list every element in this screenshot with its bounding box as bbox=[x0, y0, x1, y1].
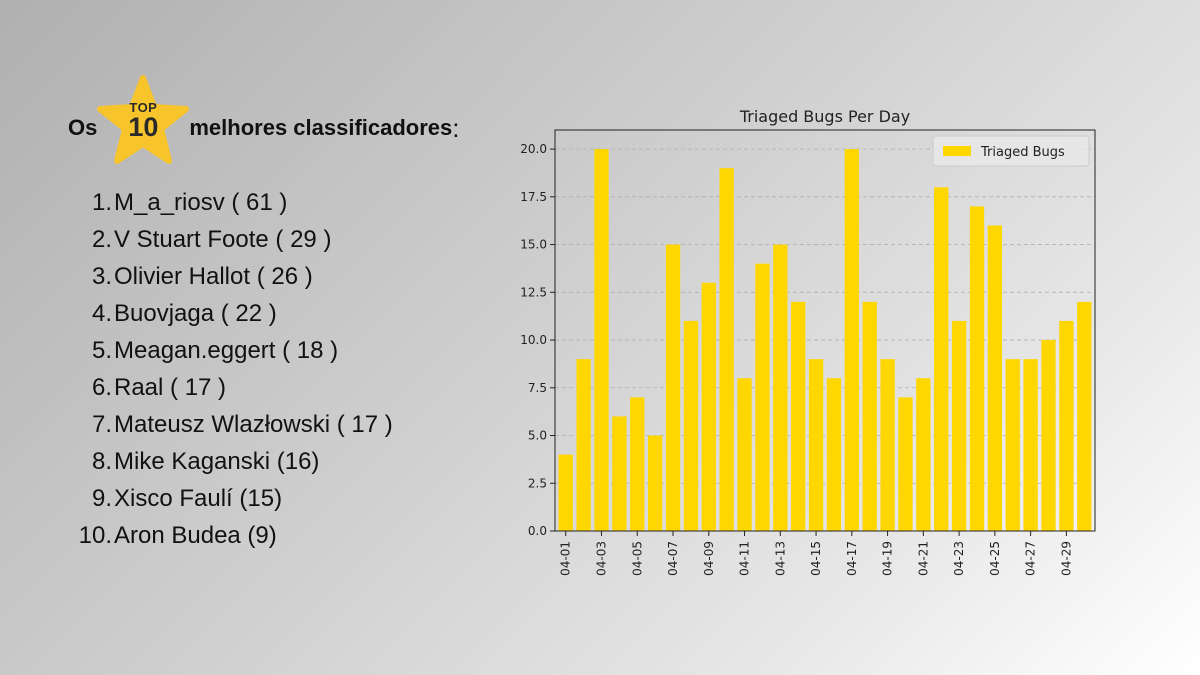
bar bbox=[683, 320, 699, 531]
y-tick-label: 17.5 bbox=[520, 190, 547, 204]
y-tick-label: 7.5 bbox=[528, 381, 547, 395]
bar bbox=[808, 359, 824, 531]
heading: Os TOP 10 melhores classificadores: bbox=[68, 75, 460, 164]
rank-number: 2. bbox=[91, 225, 112, 253]
bar bbox=[630, 397, 645, 531]
legend-label: Triaged Bugs bbox=[980, 145, 1065, 160]
bar bbox=[1041, 340, 1056, 531]
rank-number: 7. bbox=[91, 410, 112, 438]
rank-name: Mateusz Wlazłowski ( 17 ) bbox=[114, 410, 393, 438]
rank-name: M_a_riosv ( 61 ) bbox=[114, 188, 288, 216]
ranking-item: 5. Meagan.eggert ( 18 ) bbox=[68, 332, 393, 369]
rank-name: Buovjaga ( 22 ) bbox=[114, 299, 277, 327]
y-tick-label: 15.0 bbox=[520, 238, 547, 252]
ranking-item: 3. Olivier Hallot ( 26 ) bbox=[68, 258, 393, 295]
bar bbox=[791, 301, 806, 531]
bar bbox=[773, 244, 788, 532]
x-tick-label: 04-07 bbox=[666, 541, 680, 576]
bar bbox=[1005, 359, 1020, 531]
rank-name: Raal ( 17 ) bbox=[114, 373, 227, 401]
rank-name: Aron Budea (9) bbox=[114, 521, 277, 549]
y-tick-label: 2.5 bbox=[528, 476, 547, 490]
x-tick-label: 04-05 bbox=[630, 541, 644, 576]
bar bbox=[665, 244, 681, 532]
rank-number: 10. bbox=[78, 521, 112, 549]
ranking-item: 7. Mateusz Wlazłowski ( 17 ) bbox=[68, 406, 393, 443]
bar bbox=[647, 435, 663, 531]
chart-title: Triaged Bugs Per Day bbox=[739, 107, 910, 126]
rank-number: 4. bbox=[91, 299, 112, 327]
rank-number: 9. bbox=[91, 484, 112, 512]
rank-name: Mike Kaganski (16) bbox=[114, 447, 320, 475]
x-tick-label: 04-11 bbox=[738, 541, 752, 576]
x-tick-label: 04-29 bbox=[1059, 541, 1073, 576]
x-tick-label: 04-23 bbox=[952, 541, 966, 576]
heading-colon: : bbox=[452, 112, 460, 143]
rank-name: V Stuart Foote ( 29 ) bbox=[114, 225, 332, 253]
rank-number: 6. bbox=[91, 373, 112, 401]
x-tick-label: 04-27 bbox=[1024, 541, 1038, 576]
legend-box bbox=[932, 135, 1090, 167]
bar bbox=[576, 359, 591, 531]
rank-number: 8. bbox=[91, 447, 112, 475]
ranking-item: 9. Xisco Faulí (15) bbox=[68, 480, 393, 517]
ranking-item: 1. M_a_riosv ( 61 ) bbox=[68, 184, 393, 221]
rank-number: 3. bbox=[91, 262, 112, 290]
y-tick-label: 12.5 bbox=[520, 285, 547, 299]
heading-suffix: melhores classificadores bbox=[189, 115, 453, 140]
x-tick-label: 04-25 bbox=[988, 541, 1002, 576]
rank-number: 5. bbox=[91, 336, 112, 364]
triaged-bugs-chart: Triaged Bugs Per Day 0.0 2.5 5.0 7.5 10.0 12.5… bbox=[520, 107, 1096, 576]
bar bbox=[987, 225, 1003, 531]
bar bbox=[844, 149, 859, 531]
x-tick-label: 04-19 bbox=[881, 541, 895, 576]
rank-number: 1. bbox=[91, 188, 112, 216]
bar bbox=[916, 378, 931, 531]
bar bbox=[969, 206, 985, 531]
legend-swatch bbox=[943, 146, 971, 156]
bar bbox=[701, 282, 716, 531]
ranking-list: 1. M_a_riosv ( 61 ) 2. V Stuart Foote ( 29… bbox=[68, 184, 393, 554]
rank-name: Olivier Hallot ( 26 ) bbox=[114, 262, 313, 290]
bar bbox=[755, 263, 770, 531]
bar bbox=[1059, 320, 1074, 531]
y-tick-label: 20.0 bbox=[520, 142, 547, 156]
x-tick-label: 04-15 bbox=[809, 541, 823, 576]
bar bbox=[719, 168, 734, 531]
rank-name: Xisco Faulí (15) bbox=[114, 484, 283, 512]
bar bbox=[862, 301, 877, 531]
x-tick-label: 04-01 bbox=[559, 541, 573, 576]
ranking-item: 8. Mike Kaganski (16) bbox=[68, 443, 393, 480]
y-tick-label: 10.0 bbox=[520, 333, 547, 347]
star-icon bbox=[97, 75, 190, 164]
x-tick-label: 04-03 bbox=[594, 541, 608, 576]
ranking-item: 6. Raal ( 17 ) bbox=[68, 369, 393, 406]
y-tick-label: 0.0 bbox=[528, 524, 547, 538]
bar bbox=[951, 320, 967, 531]
x-tick-label: 04-17 bbox=[845, 541, 859, 576]
x-tick-label: 04-21 bbox=[916, 541, 930, 576]
bar bbox=[1077, 301, 1092, 531]
rank-name: Meagan.eggert ( 18 ) bbox=[114, 336, 339, 364]
bar bbox=[737, 378, 752, 531]
ranking-item: 2. V Stuart Foote ( 29 ) bbox=[68, 221, 393, 258]
x-tick-label: 04-09 bbox=[702, 541, 716, 576]
bar bbox=[1023, 359, 1038, 531]
badge-number: 10 bbox=[128, 112, 159, 142]
badge-top-label: TOP bbox=[129, 100, 158, 115]
ranking-item: 10. Aron Budea (9) bbox=[68, 517, 393, 554]
bar bbox=[558, 454, 573, 531]
bar bbox=[898, 397, 913, 531]
x-tick-label: 04-13 bbox=[773, 541, 787, 576]
bar bbox=[612, 416, 627, 531]
bar bbox=[880, 359, 895, 531]
y-tick-label: 5.0 bbox=[528, 429, 547, 443]
bar bbox=[594, 149, 609, 531]
bar bbox=[934, 187, 949, 531]
bar bbox=[826, 378, 842, 531]
plot-frame bbox=[554, 129, 1096, 532]
top-10-badge: TOP 10 bbox=[95, 74, 191, 170]
ranking-item: 4. Buovjaga ( 22 ) bbox=[68, 295, 393, 332]
heading-prefix: Os bbox=[68, 115, 98, 140]
